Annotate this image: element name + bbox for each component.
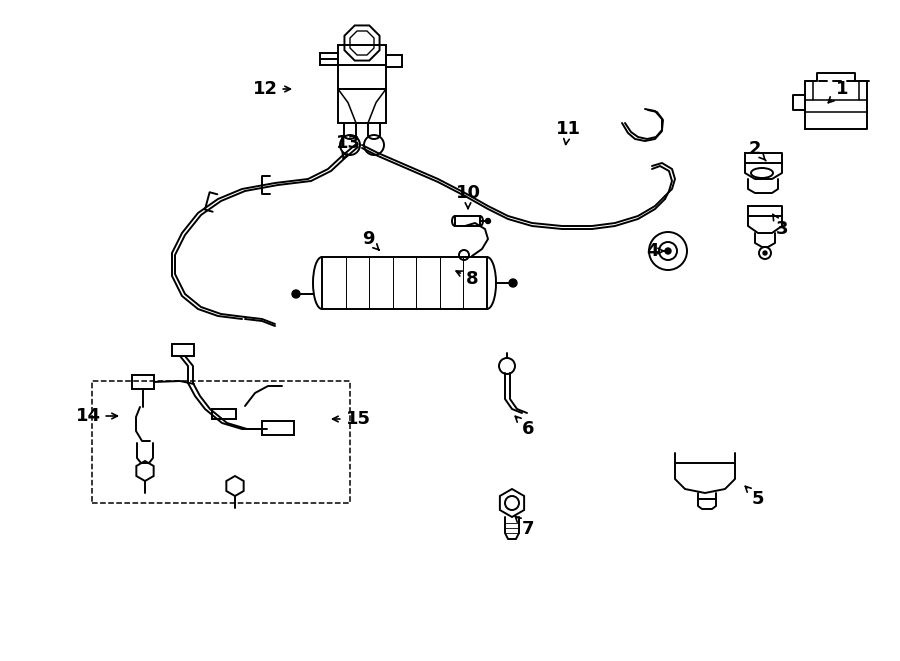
Circle shape	[509, 279, 517, 287]
Bar	[322, 257, 487, 309]
Text: 1: 1	[828, 80, 848, 102]
Text: 8: 8	[456, 270, 478, 288]
Circle shape	[763, 251, 767, 255]
Text: 7: 7	[516, 516, 535, 538]
Bar	[386, 55, 402, 67]
Bar	[212, 409, 236, 419]
Text: 12: 12	[253, 80, 291, 98]
Bar	[262, 421, 294, 435]
Text: 15: 15	[333, 410, 371, 428]
Text: 5: 5	[745, 486, 764, 508]
Text: 6: 6	[516, 416, 535, 438]
Circle shape	[292, 290, 300, 298]
Bar	[320, 53, 338, 65]
Text: 3: 3	[773, 214, 788, 238]
Bar	[338, 45, 386, 89]
Bar	[132, 375, 154, 389]
Circle shape	[665, 248, 671, 254]
Bar	[338, 89, 386, 123]
Bar	[92, 381, 350, 503]
Text: 4: 4	[646, 242, 664, 260]
Bar	[172, 344, 194, 356]
Text: 2: 2	[749, 140, 766, 161]
Text: 13: 13	[336, 134, 361, 159]
Text: 9: 9	[362, 230, 379, 251]
Text: 11: 11	[555, 120, 580, 145]
Text: 14: 14	[76, 407, 117, 425]
Text: 10: 10	[455, 184, 481, 208]
Circle shape	[485, 219, 490, 223]
Bar	[455, 216, 480, 226]
